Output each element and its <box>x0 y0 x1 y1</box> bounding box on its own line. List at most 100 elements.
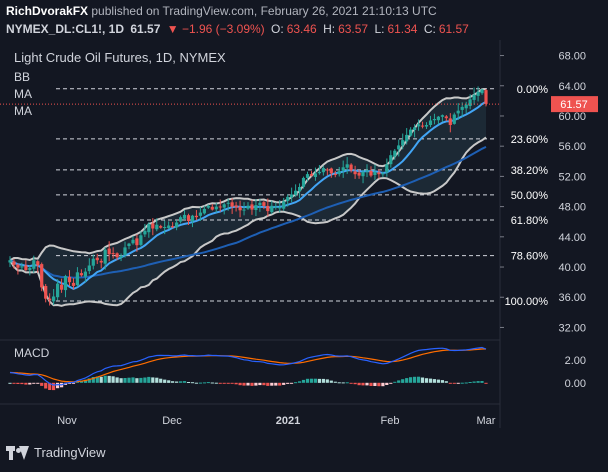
macd-histogram-bar <box>246 382 250 386</box>
macd-histogram-bar <box>143 377 147 383</box>
candle-body <box>40 264 44 288</box>
candle-body <box>131 239 135 244</box>
publish-text: published on TradingView.com, February 2… <box>91 4 437 18</box>
candle-body <box>254 205 258 210</box>
candle <box>428 115 433 128</box>
macd-histogram-bar <box>417 376 421 383</box>
macd-histogram-bar <box>464 382 468 384</box>
macd-histogram-bar <box>171 381 175 383</box>
macd-histogram-bar <box>385 382 389 385</box>
candle <box>119 253 123 262</box>
candle <box>12 258 16 269</box>
candle <box>123 241 127 258</box>
candle-body <box>206 205 210 208</box>
macd-histogram-bar <box>274 382 278 386</box>
macd-histogram-bar <box>56 382 60 389</box>
macd-histogram-bar <box>159 378 163 383</box>
price-chart[interactable]: 0.00% 23.60% 38.20% 50.00% 61.80% 78.60% 100.0… <box>0 40 608 440</box>
candle-body <box>20 266 24 268</box>
fib-level-label: 100.00% <box>505 296 549 308</box>
macd-histogram-bar <box>91 377 95 383</box>
candle <box>234 201 238 212</box>
macd-histogram-bar <box>202 382 206 384</box>
candle <box>436 115 440 125</box>
macd-histogram-bar <box>397 380 401 383</box>
candle-body <box>432 119 436 121</box>
macd-histogram-bar <box>325 379 329 383</box>
macd-histogram-bar <box>32 382 36 384</box>
candle <box>186 213 191 225</box>
macd-histogram-bar <box>175 381 179 383</box>
macd-histogram-bar <box>234 382 238 385</box>
legend-ma-slow[interactable]: MA <box>14 104 32 118</box>
candle <box>143 223 147 237</box>
fib-level-label: 0.00% <box>517 84 548 96</box>
macd-histogram-bar <box>333 381 337 383</box>
author-name[interactable]: RichDvorakFX <box>6 4 89 18</box>
candle <box>301 176 306 189</box>
price-axis[interactable]: 32.00 36.00 40.00 44.00 48.00 52.00 56.00 60.00… <box>500 51 586 335</box>
candle-body <box>52 296 56 302</box>
candle <box>321 165 325 176</box>
candle-body <box>182 214 187 219</box>
candle <box>171 222 175 229</box>
candle-body <box>397 145 401 150</box>
candle <box>424 122 429 130</box>
macd-histogram-bar <box>218 382 222 384</box>
price-axis-label: 60.00 <box>558 111 586 123</box>
time-axis[interactable]: Nov Dec 2021 Feb Mar <box>57 415 496 427</box>
macd-histogram-bar <box>420 377 425 383</box>
fib-level-label: 38.20% <box>511 165 549 177</box>
macd-histogram-bar <box>119 378 123 383</box>
candle <box>377 169 381 179</box>
candle <box>16 263 20 275</box>
candle <box>325 167 329 176</box>
macd-histogram-bar <box>373 382 377 386</box>
high-label: H: <box>323 22 336 36</box>
candle <box>218 199 222 212</box>
candle <box>182 209 187 221</box>
macd-label[interactable]: MACD <box>14 346 50 360</box>
macd-histogram-bar <box>294 382 298 384</box>
macd-histogram-bar <box>83 379 87 383</box>
macd-histogram-bar <box>401 379 405 383</box>
macd-histogram-bar <box>436 379 440 383</box>
candle-body <box>238 206 242 211</box>
price-axis-label: 44.00 <box>558 232 586 244</box>
candle <box>71 278 76 290</box>
candle <box>258 199 262 212</box>
macd-histogram-bar <box>28 382 32 385</box>
symbol-name[interactable]: NYMEX_DL:CL1!, 1D <box>6 22 125 36</box>
macd-histogram-bar <box>186 382 191 383</box>
tradingview-footer[interactable]: TradingView <box>6 445 106 460</box>
macd-histogram-bar <box>444 381 448 383</box>
macd-histogram-bar <box>452 382 456 384</box>
macd-histogram-bar <box>151 377 155 383</box>
macd-histogram-bar <box>377 382 381 387</box>
candle-body <box>409 129 413 136</box>
candle-body <box>266 205 270 212</box>
legend-bb[interactable]: BB <box>14 70 30 84</box>
candle <box>480 88 484 95</box>
candle-body <box>135 238 139 246</box>
macd-histogram-bar <box>266 382 270 386</box>
candle <box>242 202 246 216</box>
macd-histogram-bar <box>480 381 484 383</box>
macd-histogram-bar <box>424 378 429 383</box>
candle-body <box>460 106 464 110</box>
candle-body <box>464 104 468 109</box>
candle <box>286 194 290 207</box>
macd-histogram-bar <box>20 382 24 385</box>
legend-ma-fast[interactable]: MA <box>14 87 32 101</box>
candle-body <box>405 134 409 142</box>
candle <box>52 289 56 306</box>
macd-histogram-bar <box>71 382 76 384</box>
macd-histogram-bar <box>258 382 262 386</box>
candle <box>32 255 36 273</box>
candle-body <box>428 120 433 125</box>
candle <box>397 139 401 157</box>
candle <box>389 150 393 168</box>
macd-histogram-bar <box>190 382 195 384</box>
macd-histogram-bar <box>99 376 103 383</box>
candle <box>210 203 214 211</box>
